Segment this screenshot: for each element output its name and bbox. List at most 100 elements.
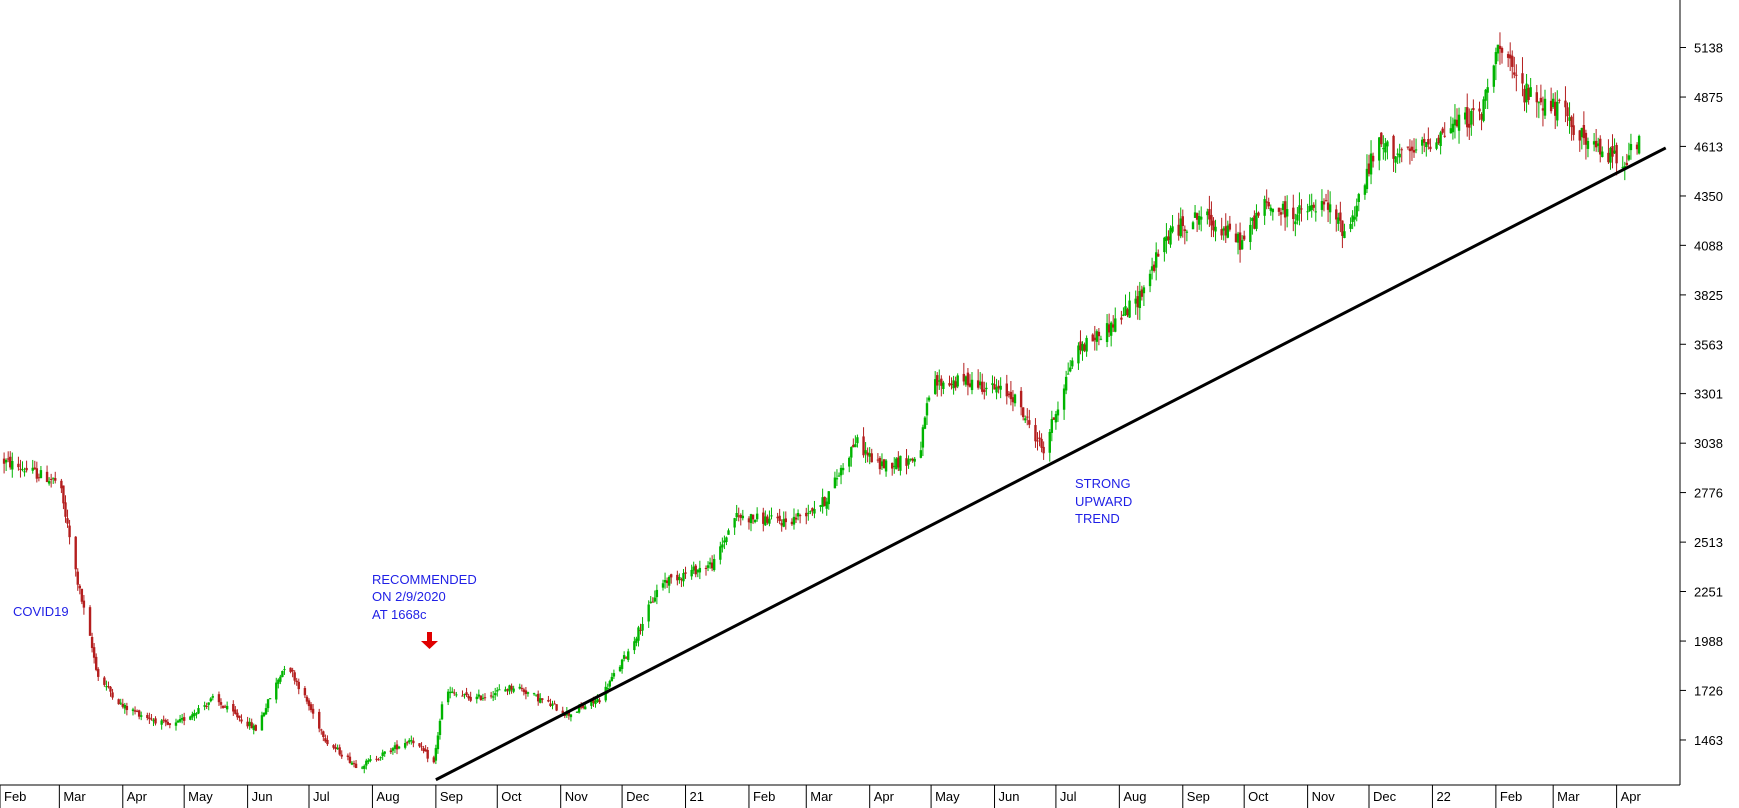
candle-body <box>234 709 237 714</box>
candle-body <box>870 453 873 463</box>
candle-body <box>1425 142 1428 148</box>
candle-body <box>283 669 286 671</box>
candle-body <box>1637 135 1641 154</box>
candle-body <box>1062 388 1066 410</box>
candle-body <box>1312 204 1315 208</box>
candle-body <box>1171 226 1174 232</box>
candle-body <box>1179 218 1182 237</box>
candle-body <box>467 695 470 699</box>
candle-body <box>1048 431 1051 453</box>
candle-body <box>1584 132 1588 145</box>
candle-body <box>749 514 753 524</box>
candle-body <box>221 705 225 708</box>
candle-body <box>864 450 867 454</box>
candle-body <box>520 687 524 689</box>
candle-body <box>1566 107 1569 117</box>
candle-body <box>109 686 112 692</box>
candle-body <box>1251 217 1254 221</box>
candle-body <box>1529 87 1532 97</box>
candle-body <box>620 659 624 669</box>
candle-body <box>348 756 352 763</box>
candle-body <box>913 458 916 462</box>
candle-body <box>1339 212 1342 221</box>
candle-body <box>811 508 814 512</box>
candle-body <box>522 689 526 693</box>
y-tick-label: 3563 <box>1694 337 1723 352</box>
candle-body <box>52 477 55 479</box>
candle-body <box>451 691 454 693</box>
candle-body <box>25 467 28 471</box>
candle-body <box>1024 418 1027 421</box>
candle-body <box>1382 148 1385 150</box>
candle-body <box>354 763 358 769</box>
candle-body <box>246 721 249 727</box>
candle-body <box>361 767 364 769</box>
candle-body <box>1509 54 1512 59</box>
candle-body <box>94 656 98 670</box>
candle-body <box>823 496 826 506</box>
candle-body <box>483 697 487 699</box>
candle-body <box>1601 151 1604 157</box>
candle-body <box>508 685 511 692</box>
candle-body <box>219 702 223 705</box>
candle-body <box>64 502 67 517</box>
candle-body <box>223 706 227 708</box>
candle-body <box>1549 100 1553 112</box>
candle-body <box>393 745 397 749</box>
candle-body <box>956 375 959 387</box>
candle-body <box>1498 45 1502 49</box>
candle-body <box>911 458 914 461</box>
candle-body <box>137 710 141 717</box>
candle-body <box>1580 127 1584 138</box>
candle-body <box>88 607 92 636</box>
candle-body <box>1496 44 1500 54</box>
candle-body <box>778 515 781 521</box>
candle-body <box>1472 108 1475 111</box>
candle-body <box>1353 216 1356 220</box>
candle-body <box>667 576 671 586</box>
candle-body <box>289 667 292 672</box>
candle-body <box>1138 291 1142 309</box>
candle-body <box>841 467 845 471</box>
candle-body <box>1300 208 1303 210</box>
recommendation-arrow-icon <box>421 632 438 649</box>
candle-body <box>1257 212 1260 216</box>
candle-body <box>1005 383 1008 397</box>
candle-body <box>768 518 771 524</box>
candle-body <box>324 738 327 742</box>
candle-body <box>76 571 79 585</box>
candle-body <box>647 604 650 622</box>
candle-body <box>751 514 755 520</box>
candle-body <box>346 755 350 757</box>
candle-body <box>770 515 773 517</box>
candle-body <box>121 703 124 707</box>
candle-body <box>434 748 438 761</box>
x-tick-label: Dec <box>626 789 650 804</box>
x-tick-label: May <box>935 789 960 804</box>
candle-body <box>1568 117 1571 121</box>
candle-body <box>197 708 200 714</box>
candle-body <box>1226 225 1230 238</box>
candle-body <box>1486 87 1489 93</box>
candle-body <box>150 718 153 720</box>
candle-body <box>440 704 444 720</box>
candle-body <box>103 677 106 685</box>
candle-body <box>1457 114 1461 131</box>
candle-body <box>1611 146 1614 157</box>
candle-body <box>125 705 129 711</box>
candle-body <box>1421 139 1424 146</box>
candle-body <box>981 381 984 392</box>
candle-body <box>541 698 544 700</box>
candle-body <box>1279 212 1283 215</box>
candle-body <box>610 676 614 682</box>
candle-body <box>618 666 622 672</box>
candle-body <box>569 714 573 718</box>
candle-body <box>1081 343 1084 352</box>
y-tick-label: 5138 <box>1694 40 1723 55</box>
candle-body <box>1513 72 1516 75</box>
candle-body <box>706 565 710 568</box>
candle-body <box>821 497 824 507</box>
candle-body <box>649 601 652 604</box>
candle-body <box>893 465 896 467</box>
candle-body <box>1157 253 1160 257</box>
